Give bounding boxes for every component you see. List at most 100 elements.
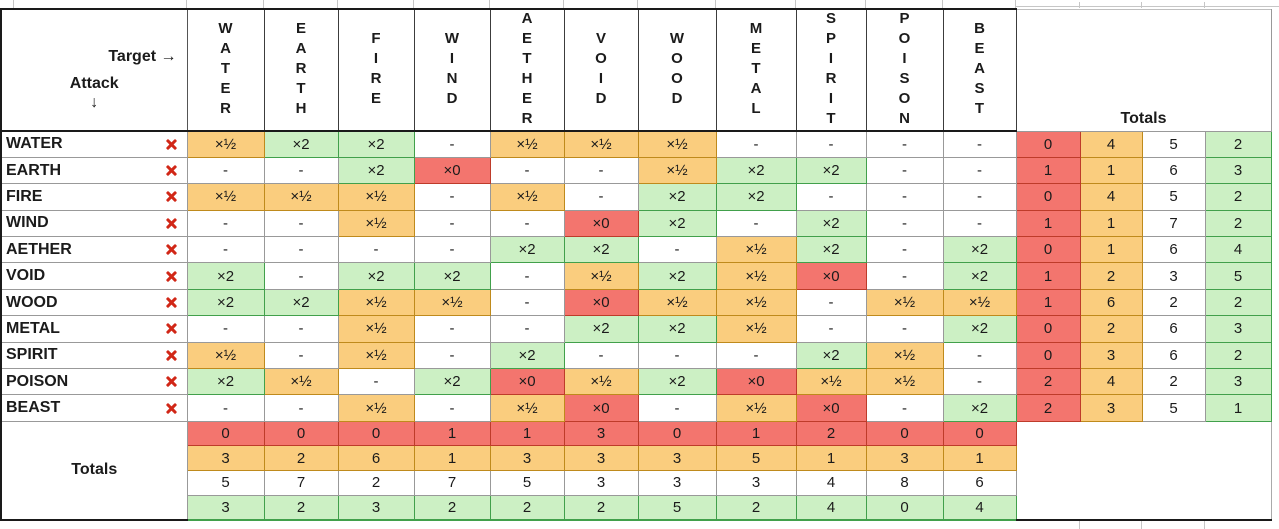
cell-aether-aether[interactable]: ×2: [489, 236, 565, 264]
cell-spirit-metal[interactable]: -: [715, 341, 797, 370]
cell-metal-spirit[interactable]: -: [795, 315, 867, 343]
cell-spirit-wind[interactable]: -: [413, 341, 491, 370]
cell-earth-void[interactable]: -: [563, 156, 639, 185]
cell-earth-earth[interactable]: -: [263, 156, 339, 185]
remove-icon[interactable]: [165, 296, 178, 309]
cell-fire-poison[interactable]: -: [865, 183, 944, 211]
cell-fire-void[interactable]: -: [563, 183, 639, 211]
row-label-aether[interactable]: AETHER: [0, 236, 188, 264]
cell-water-spirit[interactable]: -: [795, 130, 867, 158]
remove-icon[interactable]: [165, 243, 178, 256]
cell-beast-earth[interactable]: -: [263, 394, 339, 422]
cell-water-earth[interactable]: ×2: [263, 130, 339, 158]
cell-void-poison[interactable]: -: [865, 262, 944, 290]
cell-aether-wood[interactable]: -: [637, 236, 717, 264]
cell-earth-metal[interactable]: ×2: [715, 156, 797, 185]
cell-void-fire[interactable]: ×2: [337, 262, 415, 290]
cell-aether-poison[interactable]: -: [865, 236, 944, 264]
cell-spirit-water[interactable]: ×½: [186, 341, 265, 370]
cell-beast-beast[interactable]: ×2: [942, 394, 1017, 422]
cell-water-wood[interactable]: ×½: [637, 130, 717, 158]
cell-earth-wood[interactable]: ×½: [637, 156, 717, 185]
cell-earth-water[interactable]: -: [186, 156, 265, 185]
cell-fire-beast[interactable]: -: [942, 183, 1017, 211]
cell-spirit-poison[interactable]: ×½: [865, 341, 944, 370]
cell-void-metal[interactable]: ×½: [715, 262, 797, 290]
cell-water-void[interactable]: ×½: [563, 130, 639, 158]
cell-void-wind[interactable]: ×2: [413, 262, 491, 290]
row-label-void[interactable]: VOID: [0, 262, 188, 290]
cell-water-poison[interactable]: -: [865, 130, 944, 158]
cell-earth-fire[interactable]: ×2: [337, 156, 415, 185]
cell-spirit-fire[interactable]: ×½: [337, 341, 415, 370]
cell-beast-water[interactable]: -: [186, 394, 265, 422]
cell-water-water[interactable]: ×½: [186, 130, 265, 158]
cell-void-void[interactable]: ×½: [563, 262, 639, 290]
cell-fire-fire[interactable]: ×½: [337, 183, 415, 211]
cell-beast-wind[interactable]: -: [413, 394, 491, 422]
row-label-metal[interactable]: METAL: [0, 315, 188, 343]
row-label-poison[interactable]: POISON: [0, 368, 188, 396]
cell-aether-earth[interactable]: -: [263, 236, 339, 264]
remove-icon[interactable]: [165, 270, 178, 283]
cell-void-water[interactable]: ×2: [186, 262, 265, 290]
cell-spirit-earth[interactable]: -: [263, 341, 339, 370]
cell-poison-poison[interactable]: ×½: [865, 368, 944, 396]
row-label-beast[interactable]: BEAST: [0, 394, 188, 422]
cell-aether-metal[interactable]: ×½: [715, 236, 797, 264]
cell-poison-metal[interactable]: ×0: [715, 368, 797, 396]
cell-wood-poison[interactable]: ×½: [865, 288, 944, 317]
cell-poison-void[interactable]: ×½: [563, 368, 639, 396]
cell-wind-spirit[interactable]: ×2: [795, 209, 867, 238]
cell-void-beast[interactable]: ×2: [942, 262, 1017, 290]
cell-spirit-aether[interactable]: ×2: [489, 341, 565, 370]
cell-poison-spirit[interactable]: ×½: [795, 368, 867, 396]
remove-icon[interactable]: [165, 217, 178, 230]
cell-spirit-wood[interactable]: -: [637, 341, 717, 370]
cell-metal-aether[interactable]: -: [489, 315, 565, 343]
cell-earth-wind[interactable]: ×0: [413, 156, 491, 185]
cell-wood-aether[interactable]: -: [489, 288, 565, 317]
cell-wood-water[interactable]: ×2: [186, 288, 265, 317]
row-label-earth[interactable]: EARTH: [0, 156, 188, 185]
cell-beast-aether[interactable]: ×½: [489, 394, 565, 422]
cell-wind-fire[interactable]: ×½: [337, 209, 415, 238]
cell-fire-wind[interactable]: -: [413, 183, 491, 211]
cell-poison-earth[interactable]: ×½: [263, 368, 339, 396]
cell-wood-earth[interactable]: ×2: [263, 288, 339, 317]
remove-icon[interactable]: [165, 322, 178, 335]
cell-wood-void[interactable]: ×0: [563, 288, 639, 317]
cell-beast-wood[interactable]: -: [637, 394, 717, 422]
remove-icon[interactable]: [165, 138, 178, 151]
cell-poison-fire[interactable]: -: [337, 368, 415, 396]
cell-void-earth[interactable]: -: [263, 262, 339, 290]
cell-metal-wind[interactable]: -: [413, 315, 491, 343]
cell-spirit-void[interactable]: -: [563, 341, 639, 370]
cell-void-wood[interactable]: ×2: [637, 262, 717, 290]
cell-fire-spirit[interactable]: -: [795, 183, 867, 211]
cell-water-beast[interactable]: -: [942, 130, 1017, 158]
cell-poison-aether[interactable]: ×0: [489, 368, 565, 396]
row-label-wood[interactable]: WOOD: [0, 288, 188, 317]
cell-earth-beast[interactable]: -: [942, 156, 1017, 185]
cell-poison-beast[interactable]: -: [942, 368, 1017, 396]
cell-aether-beast[interactable]: ×2: [942, 236, 1017, 264]
cell-beast-poison[interactable]: -: [865, 394, 944, 422]
cell-metal-void[interactable]: ×2: [563, 315, 639, 343]
cell-wind-water[interactable]: -: [186, 209, 265, 238]
cell-poison-wind[interactable]: ×2: [413, 368, 491, 396]
cell-aether-spirit[interactable]: ×2: [795, 236, 867, 264]
cell-earth-poison[interactable]: -: [865, 156, 944, 185]
cell-metal-earth[interactable]: -: [263, 315, 339, 343]
cell-wind-beast[interactable]: -: [942, 209, 1017, 238]
cell-metal-metal[interactable]: ×½: [715, 315, 797, 343]
cell-metal-water[interactable]: -: [186, 315, 265, 343]
remove-icon[interactable]: [165, 349, 178, 362]
cell-fire-wood[interactable]: ×2: [637, 183, 717, 211]
cell-wood-metal[interactable]: ×½: [715, 288, 797, 317]
cell-fire-aether[interactable]: ×½: [489, 183, 565, 211]
cell-wood-beast[interactable]: ×½: [942, 288, 1017, 317]
cell-beast-metal[interactable]: ×½: [715, 394, 797, 422]
row-label-wind[interactable]: WIND: [0, 209, 188, 238]
cell-aether-fire[interactable]: -: [337, 236, 415, 264]
